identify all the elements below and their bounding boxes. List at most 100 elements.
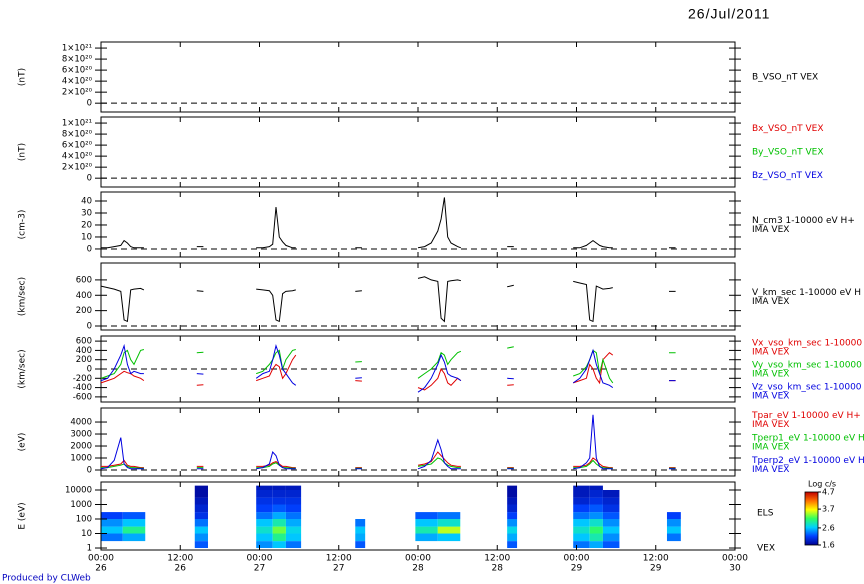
- spectrogram-cell: [101, 533, 123, 542]
- legend-label: Tpar_eV 1-10000 eV H+: [751, 411, 861, 421]
- spectrogram-cell: [415, 519, 438, 527]
- spectrogram-cell: [573, 504, 590, 513]
- spectrogram-cell: [256, 541, 273, 549]
- y-axis-label: (nT): [18, 143, 28, 161]
- y-tick-label: 600: [76, 337, 92, 347]
- spectrogram-cell: [355, 526, 366, 534]
- spectrogram-cell: [272, 504, 286, 513]
- spectrogram-cell: [507, 512, 518, 520]
- series-line: [100, 343, 676, 393]
- spectrogram-cell: [285, 526, 302, 534]
- spectrogram-cell: [573, 485, 590, 490]
- spectrogram-cell: [666, 533, 681, 542]
- spectrogram-cell: [666, 512, 681, 520]
- spectrogram-cell: [589, 512, 603, 520]
- y-tick-label: 2×10²⁰: [62, 88, 93, 98]
- y-tick-label: -200: [73, 374, 92, 384]
- y-tick-label: 1000: [70, 454, 92, 464]
- colorbar-tick-label: 1.6: [822, 541, 835, 550]
- legend-instrument: IMA VEX: [752, 420, 789, 430]
- spectrogram-cell: [573, 541, 590, 549]
- y-tick-label: 2×10²⁰: [62, 163, 93, 173]
- spectrogram-cell: [285, 504, 302, 513]
- spectrogram-cell: [415, 512, 438, 520]
- spectrogram-cell: [101, 519, 123, 527]
- x-tick-date: 29: [650, 564, 662, 574]
- panel: (km/sec) 0 200 400 600 V_km_sec 1-10000 eV HI…: [18, 262, 861, 332]
- spectrogram-cell: [256, 533, 273, 542]
- series-line: [101, 197, 676, 249]
- colorbar-tick-label: 2.6: [822, 523, 835, 532]
- y-tick-label: 1×10²¹: [62, 44, 92, 54]
- spectrogram-cell: [573, 512, 590, 520]
- x-tick-date: 27: [333, 564, 344, 574]
- spectrogram-cell: [194, 519, 208, 527]
- y-tick-label: 400: [76, 346, 92, 356]
- y-tick-label: 0: [87, 99, 92, 109]
- spectrogram-cell: [194, 497, 208, 505]
- spectrogram-cell: [437, 526, 461, 534]
- spectrogram-cell: [194, 504, 208, 513]
- spectrogram-cell: [256, 489, 273, 498]
- spectrogram-cell: [272, 533, 286, 542]
- x-tick-date: 28: [412, 564, 424, 574]
- x-tick-label: 12:00: [484, 554, 510, 564]
- x-tick-date: 29: [571, 564, 583, 574]
- spectrogram-cell: [285, 519, 302, 527]
- spectrogram-cell: [256, 512, 273, 520]
- legend-instrument: IMA VEX: [752, 370, 789, 380]
- spectrogram-cell: [507, 489, 518, 498]
- series-line: [101, 451, 676, 469]
- x-tick-date: 28: [492, 564, 504, 574]
- legend-instrument: IMA VEX: [752, 225, 789, 235]
- spectrogram-cell: [122, 512, 146, 520]
- y-tick-label: 4000: [70, 418, 92, 428]
- y-tick-label: 1000: [70, 500, 92, 510]
- colorbar-tick-label: 4.7: [822, 488, 835, 497]
- spectrogram-cell: [589, 504, 603, 513]
- spectrogram-cell: [589, 541, 603, 549]
- spectrogram-cell: [256, 485, 273, 490]
- x-tick-label: 00:00: [564, 554, 590, 564]
- series-line: [100, 276, 676, 323]
- panel: E (eV)11010010001000000:002612:002600:00…: [18, 481, 748, 574]
- legend-instrument: IMA VEX: [752, 443, 789, 453]
- y-tick-label: -600: [73, 392, 92, 402]
- legend-instrument: IMA VEX: [752, 297, 789, 307]
- spectrogram-cell: [272, 489, 286, 498]
- y-tick-label: 6×10²⁰: [62, 66, 93, 76]
- spectrogram-cell: [589, 489, 603, 498]
- legend-label: V_km_sec 1-10000 eV H: [752, 288, 861, 298]
- spectrogram-cell: [573, 519, 590, 527]
- spectrogram-cell: [194, 489, 208, 498]
- spectrogram-cell: [415, 526, 438, 534]
- panel-frame: [100, 116, 736, 188]
- spectrogram-cell: [285, 497, 302, 505]
- spectrogram-cell: [602, 512, 620, 520]
- spectrogram-cell: [507, 485, 518, 490]
- y-tick-label: 600: [76, 275, 92, 285]
- spectrogram-cell: [573, 497, 590, 505]
- spectrogram-cell: [507, 519, 518, 527]
- panel: (eV) 0 1000 2000 3000 4000 Tpar_eV 1-10000 eV …: [18, 407, 864, 477]
- side-label: VEX: [757, 544, 775, 554]
- legend-label: Tperp1_eV 1-10000 eV H: [751, 434, 864, 444]
- spectrogram-cell: [122, 533, 146, 542]
- x-tick-date: 26: [95, 564, 107, 574]
- panel-frame: [100, 41, 736, 113]
- legend-instrument: IMA VEX: [752, 392, 789, 402]
- spectrogram-cell: [194, 541, 208, 549]
- legend-label: N_cm3 1-10000 eV H+: [752, 216, 855, 226]
- spectrogram-cell: [256, 497, 273, 505]
- y-tick-label: 1: [87, 544, 92, 554]
- y-tick-label: 8×10²⁰: [62, 55, 93, 65]
- x-tick-date: 26: [175, 564, 187, 574]
- y-tick-label: 8×10²⁰: [62, 130, 93, 140]
- y-axis-label: (cm-3): [18, 210, 28, 240]
- legend-label: Bx_VSO_nT VEX: [752, 124, 824, 134]
- y-tick-label: 30: [81, 208, 92, 218]
- legend-label: Vz_vso_km_sec 1-10000: [752, 383, 862, 393]
